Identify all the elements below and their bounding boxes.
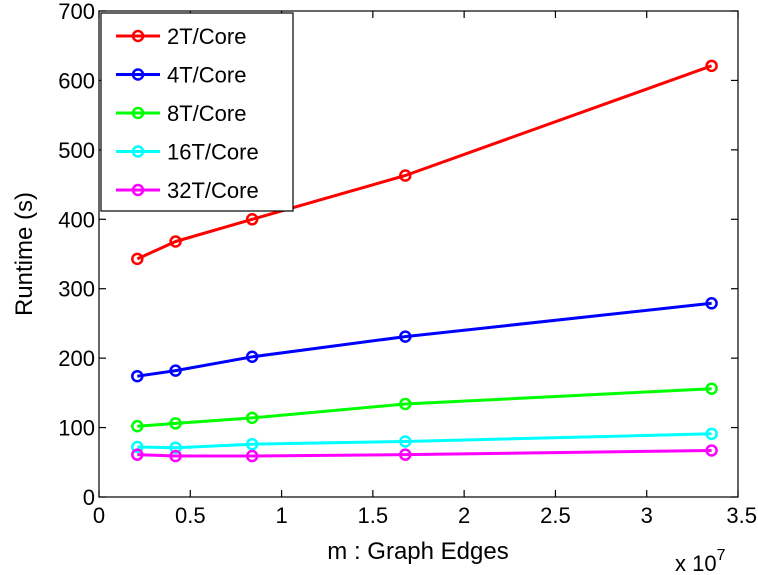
data-point [399, 435, 412, 448]
legend-label: 8T/Core [167, 101, 246, 126]
data-point [705, 382, 718, 395]
data-point [399, 397, 412, 411]
data-point [705, 427, 718, 441]
series-line [136, 64, 713, 261]
legend: 2T/Core 4T/Core 8T/Core 16T/Core 32T/Core [100, 12, 294, 212]
x-axis-multiplier-exponent: 7 [717, 547, 726, 564]
x-tick-label: 1.5 [358, 503, 389, 528]
y-tick-label: 700 [58, 0, 95, 24]
x-tick-label: 0 [93, 503, 105, 528]
y-tick-label: 400 [58, 207, 95, 232]
data-point [245, 449, 259, 463]
legend-box [100, 12, 294, 212]
y-axis-title: Runtime (s) [11, 192, 38, 316]
data-point [131, 440, 144, 454]
series-line [137, 387, 712, 428]
y-tick-label: 300 [58, 277, 95, 302]
x-tick-label: 2.5 [540, 503, 571, 528]
legend-label: 32T/Core [167, 178, 259, 203]
x-tick-label: 3 [641, 503, 653, 528]
data-point [245, 350, 259, 364]
x-axis: 0 0.5 1 1.5 2 2.5 3 3.5 [93, 11, 757, 528]
legend-label: 4T/Core [167, 63, 246, 88]
x-axis-multiplier: x 107 [675, 547, 726, 575]
data-point [245, 437, 259, 451]
legend-swatch-marker [131, 106, 145, 120]
x-tick-label: 1 [275, 503, 287, 528]
legend-swatch-marker [131, 183, 145, 197]
data-point [131, 369, 144, 383]
legend-label: 16T/Core [167, 140, 259, 165]
data-point [169, 235, 182, 248]
y-tick-label: 100 [58, 416, 95, 441]
x-tick-label: 3.5 [726, 503, 757, 528]
data-point [705, 297, 718, 310]
y-axis: 0 100 200 300 400 500 600 700 [58, 0, 738, 510]
data-point [169, 441, 182, 454]
data-point [245, 411, 259, 425]
series-layer [131, 59, 718, 463]
data-point [399, 330, 412, 343]
data-point [399, 448, 412, 461]
data-point [705, 59, 718, 73]
x-tick-label: 2 [458, 503, 470, 528]
data-point [245, 213, 259, 226]
data-point [399, 169, 412, 182]
data-point [705, 444, 718, 457]
y-tick-label: 200 [58, 346, 95, 371]
data-point [131, 448, 144, 461]
legend-swatch-marker [131, 145, 145, 158]
y-tick-label: 600 [58, 68, 95, 93]
y-tick-label: 0 [83, 485, 95, 510]
data-point [169, 364, 182, 377]
data-point [169, 449, 182, 463]
x-axis-title: m : Graph Edges [327, 538, 508, 565]
legend-swatch-marker [131, 68, 145, 81]
data-point [131, 419, 144, 433]
series-line [137, 432, 712, 450]
y-tick-label: 500 [58, 138, 95, 163]
legend-label: 2T/Core [167, 24, 246, 49]
legend-swatch-marker [131, 29, 145, 43]
x-tick-label: 0.5 [175, 503, 206, 528]
series-line [137, 449, 712, 458]
x-axis-multiplier-base: x 10 [675, 551, 717, 575]
series-line [137, 301, 712, 378]
data-point [169, 417, 182, 430]
data-point [131, 252, 144, 266]
